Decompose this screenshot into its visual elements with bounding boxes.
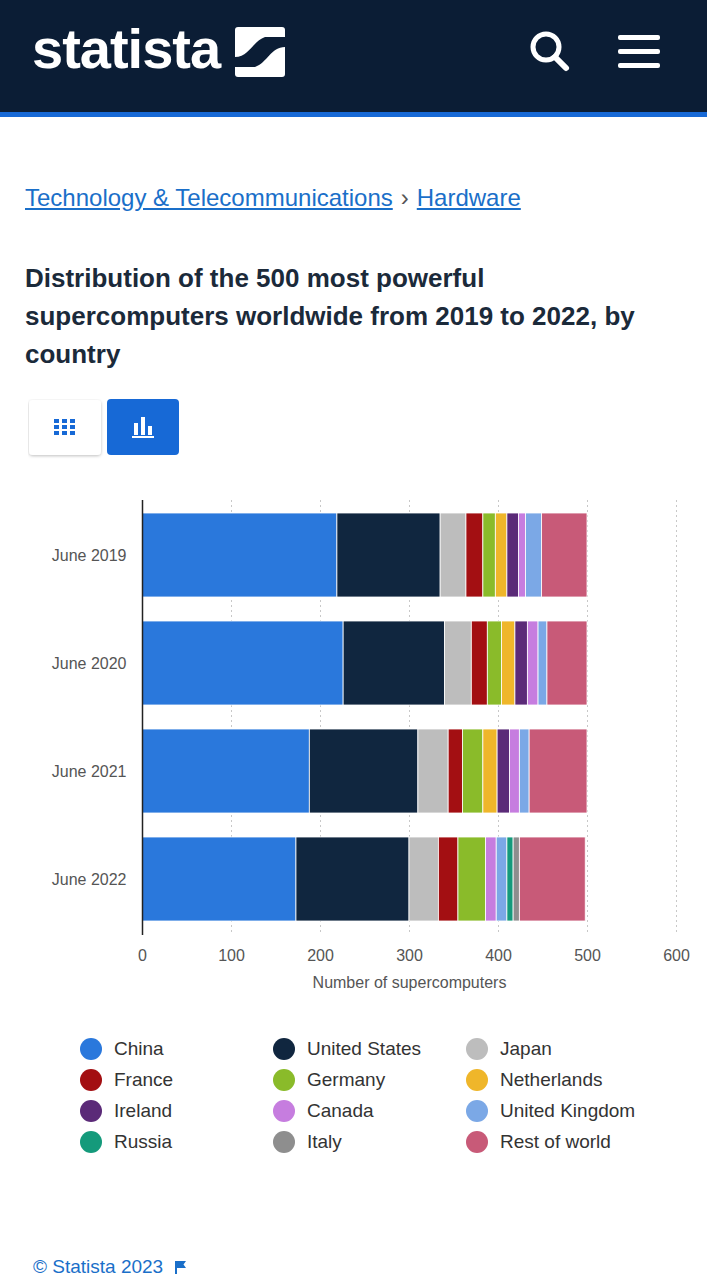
svg-text:Number of supercomputers: Number of supercomputers — [313, 974, 507, 991]
svg-text:200: 200 — [307, 947, 334, 964]
html-text:United States: United States — [307, 1038, 422, 1059]
html-text:France: France — [114, 1069, 174, 1090]
html-text:© Statista 2023: © Statista 2023 — [33, 1256, 164, 1277]
svg-text:600: 600 — [663, 947, 690, 964]
svg-text:400: 400 — [485, 947, 512, 964]
html-text:Distribution of the 500 most p: Distribution of the 500 most powerful su… — [25, 263, 635, 369]
html-text:Italy: Italy — [307, 1131, 342, 1152]
html-text:China: China — [114, 1038, 164, 1059]
svg-text:300: 300 — [396, 947, 423, 964]
svg-text:June 2021: June 2021 — [52, 763, 127, 780]
html-text:Germany: Germany — [307, 1069, 386, 1090]
html-text:Netherlands: Netherlands — [500, 1069, 603, 1090]
svg-text:500: 500 — [574, 947, 601, 964]
html-text:Technology & Telecommunication: Technology & Telecommunications › Hardwa… — [25, 184, 521, 211]
html-text:United Kingdom: United Kingdom — [500, 1100, 636, 1121]
html-text:Japan: Japan — [500, 1038, 552, 1059]
html-text:Rest of world: Rest of world — [500, 1131, 611, 1152]
svg-text:100: 100 — [218, 947, 245, 964]
svg-text:June 2020: June 2020 — [52, 655, 127, 672]
html-text:statista: statista — [32, 17, 221, 80]
svg-text:June 2022: June 2022 — [52, 871, 127, 888]
html-text:Ireland: Ireland — [114, 1100, 173, 1121]
svg-text:0: 0 — [138, 947, 147, 964]
html-text:Canada: Canada — [307, 1100, 374, 1121]
html-text:Russia: Russia — [114, 1131, 173, 1152]
svg-text:June 2019: June 2019 — [52, 547, 127, 564]
